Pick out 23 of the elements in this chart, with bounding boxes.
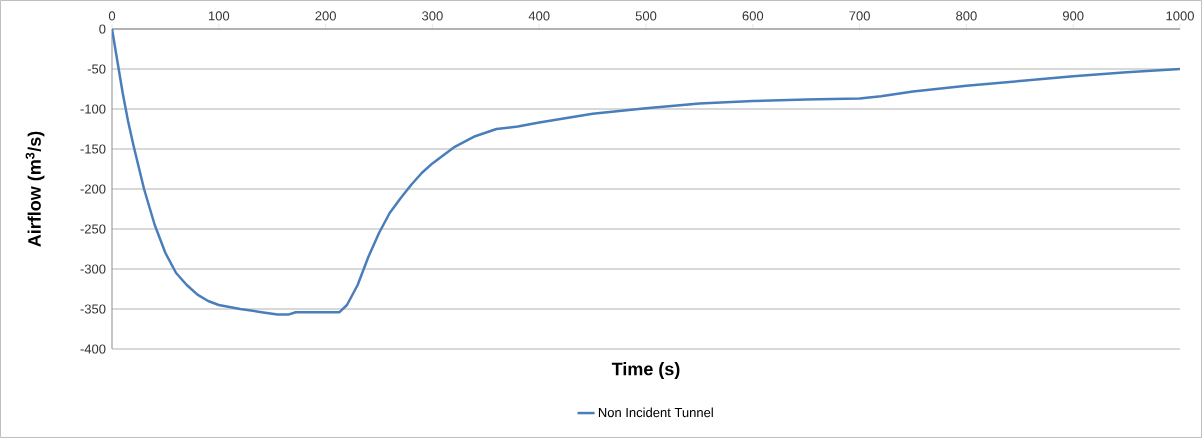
x-axis-title: Time (s) <box>611 362 680 379</box>
y-tick-label: -200 <box>80 184 106 194</box>
y-tick-label: -300 <box>80 264 106 274</box>
x-tick-label: 800 <box>956 11 977 21</box>
x-tick-label: 600 <box>742 11 764 21</box>
x-tick-label: 300 <box>422 11 443 21</box>
x-tick-label: 500 <box>635 11 657 21</box>
y-tick-label: -150 <box>80 144 106 154</box>
y-tick-label: -350 <box>80 304 106 314</box>
x-tick-label: 400 <box>528 11 550 21</box>
x-tick-label: 100 <box>208 11 230 21</box>
x-tick-label: 200 <box>315 11 336 21</box>
y-tick-label: -100 <box>80 104 106 114</box>
x-tick-label: 0 <box>108 11 116 21</box>
x-tick-label: 1000 <box>1166 11 1194 21</box>
x-tick-label: 700 <box>849 11 870 21</box>
y-tick-label: -50 <box>87 64 106 74</box>
x-tick-label: 900 <box>1062 11 1084 21</box>
y-tick-label: -400 <box>80 344 106 354</box>
y-axis-title: Airflow (m$^{3}$/s) <box>25 131 45 247</box>
y-tick-label: -250 <box>80 224 106 234</box>
y-tick-label: 0 <box>99 24 106 34</box>
legend-label: Non Incident Tunnel <box>598 407 713 418</box>
